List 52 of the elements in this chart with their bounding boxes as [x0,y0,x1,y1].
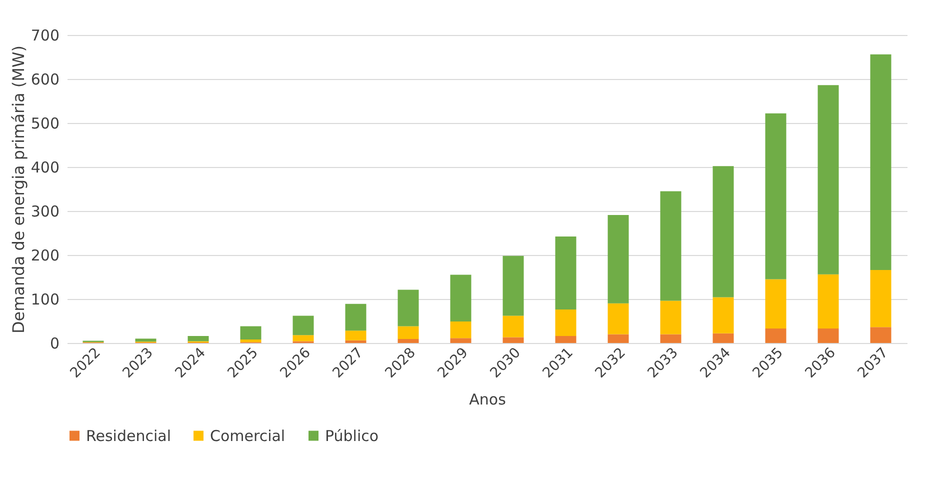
bar [712,166,734,298]
y-tick-label: 100 [30,290,60,308]
bar [555,310,576,336]
bar [502,337,524,343]
y-tick-label: 300 [30,202,60,220]
bar [398,326,419,340]
bar [818,274,839,328]
legend-label: Público [325,426,379,445]
bar [398,290,419,326]
bar [870,54,892,270]
y-axis-title: Demanda de energia primária (MW) [8,45,28,334]
y-tick-label: 200 [30,246,60,264]
bar [292,316,314,336]
bar [765,328,786,343]
bar [450,274,472,322]
bar [870,270,892,328]
bar [608,303,629,334]
bar [240,339,262,342]
bar [345,330,366,340]
y-tick-label: 400 [30,158,60,176]
bar [292,335,314,342]
bar [502,316,524,338]
legend-label: Comercial [210,426,286,445]
bar [765,113,786,280]
bar [450,321,472,338]
bar [240,326,262,340]
bar [608,214,629,304]
bar [870,327,892,343]
bar [818,328,839,343]
bar [135,338,156,342]
bar [660,334,682,343]
bar [765,279,786,328]
legend-label: Residencial [86,426,171,445]
bar [608,334,629,343]
y-tick-label: 0 [50,334,60,352]
bar [188,336,209,342]
bar [818,85,839,274]
bar [345,340,366,343]
y-tick-label: 600 [30,70,60,88]
y-tick-label: 700 [30,26,60,44]
bar [660,191,682,301]
bar [398,339,419,343]
bar [345,304,366,331]
y-tick-label: 500 [30,114,60,132]
bar [712,297,734,334]
bar [450,338,472,343]
bar [555,336,576,343]
x-axis-title: Anos [469,390,506,409]
bar [555,236,576,310]
bar [712,333,734,343]
bar [660,300,682,334]
bar [502,256,524,316]
